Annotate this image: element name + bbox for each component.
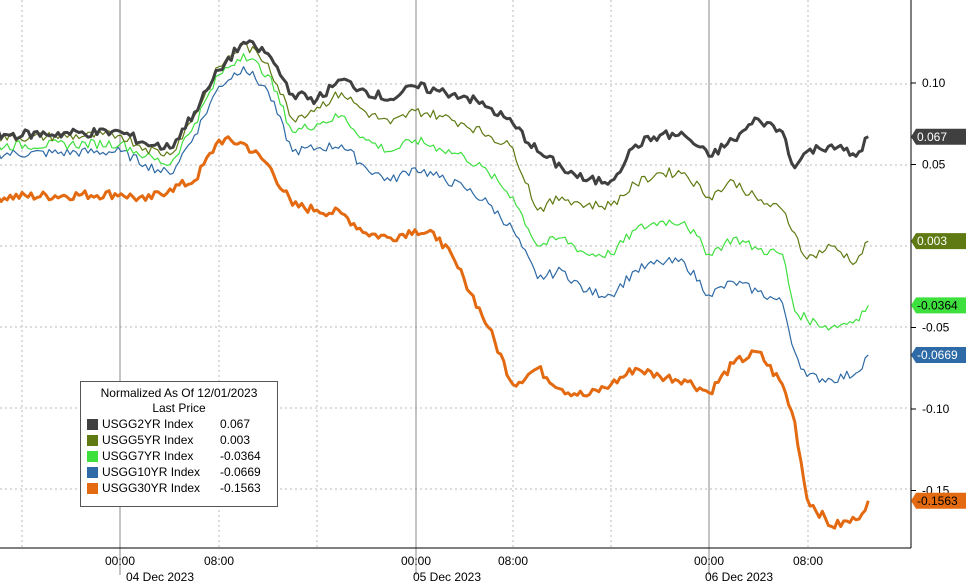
x-time-tick-label: 08:00: [204, 554, 234, 568]
x-time-tick-label: 00:00: [694, 554, 724, 568]
x-date-label: 05 Dec 2023: [413, 570, 481, 584]
legend-last-value: -0.0364: [220, 449, 261, 463]
legend-subtitle: Last Price: [152, 401, 206, 415]
series-line-usgg10yr: [0, 66, 869, 384]
legend-series-name: USGG10YR Index: [102, 465, 201, 479]
legend: Normalized As Of 12/01/2023 Last Price U…: [80, 381, 278, 507]
last-price-badge-label: 0.067: [917, 130, 947, 144]
y-tick-label: 0.05: [922, 158, 946, 172]
last-price-badges: 0.067 0.003 -0.0364 -0.0669 -0.1563: [911, 128, 966, 509]
legend-swatch: [87, 482, 98, 494]
legend-last-value: 0.067: [220, 417, 251, 431]
last-price-badge-label: -0.1563: [917, 494, 958, 508]
last-price-badge: [911, 347, 966, 364]
x-time-tick-label: 08:00: [793, 554, 823, 568]
legend-swatch: [87, 418, 98, 430]
x-time-tick-label: 00:00: [401, 554, 431, 568]
legend-title: Normalized As Of 12/01/2023: [100, 386, 258, 400]
legend-entry: USGG30YR Index -0.1563: [87, 480, 271, 496]
legend-entry: USGG7YR Index -0.0364: [87, 448, 271, 464]
legend-entry: USGG10YR Index -0.0669: [87, 464, 271, 480]
series-line-usgg7yr: [0, 53, 869, 331]
legend-last-value: 0.003: [220, 433, 251, 447]
x-date-label: 06 Dec 2023: [705, 570, 773, 584]
last-price-badge-label: -0.0669: [917, 348, 958, 362]
legend-swatch: [87, 450, 98, 462]
legend-swatch: [87, 466, 98, 478]
y-tick-label: 0.10: [922, 76, 946, 90]
legend-entry: USGG5YR Index 0.003: [87, 432, 271, 448]
y-tick-label: -0.05: [922, 321, 950, 335]
legend-entry: USGG2YR Index 0.067: [87, 416, 271, 432]
last-price-badge-label: 0.003: [917, 234, 947, 248]
legend-last-value: -0.1563: [220, 481, 261, 495]
legend-swatch: [87, 434, 98, 446]
last-price-badge: [911, 297, 966, 314]
last-price-badge: [911, 128, 966, 145]
axes: [0, 0, 912, 549]
series-lines: [0, 39, 870, 530]
x-date-label: 04 Dec 2023: [126, 570, 194, 584]
legend-series-name: USGG7YR Index: [102, 449, 194, 463]
series-line-usgg2yr: [0, 39, 869, 186]
y-tick-labels: 0.100.05-0.05-0.10-0.15: [911, 76, 950, 498]
legend-series-name: USGG30YR Index: [102, 481, 201, 495]
x-tick-labels: 00:00 08:00 00:00 08:00 00:00 08:00 04 Dec 202…: [105, 554, 823, 584]
last-price-badge-label: -0.0364: [917, 298, 958, 312]
last-price-badge: [911, 233, 966, 250]
y-tick-label: -0.10: [922, 402, 950, 416]
x-time-tick-label: 00:00: [105, 554, 135, 568]
last-price-badge: [911, 492, 966, 509]
legend-last-value: -0.0669: [220, 465, 261, 479]
series-line-usgg30yr: [0, 135, 870, 530]
legend-series-name: USGG2YR Index: [102, 417, 194, 431]
legend-series-name: USGG5YR Index: [102, 433, 194, 447]
x-time-tick-label: 08:00: [498, 554, 528, 568]
